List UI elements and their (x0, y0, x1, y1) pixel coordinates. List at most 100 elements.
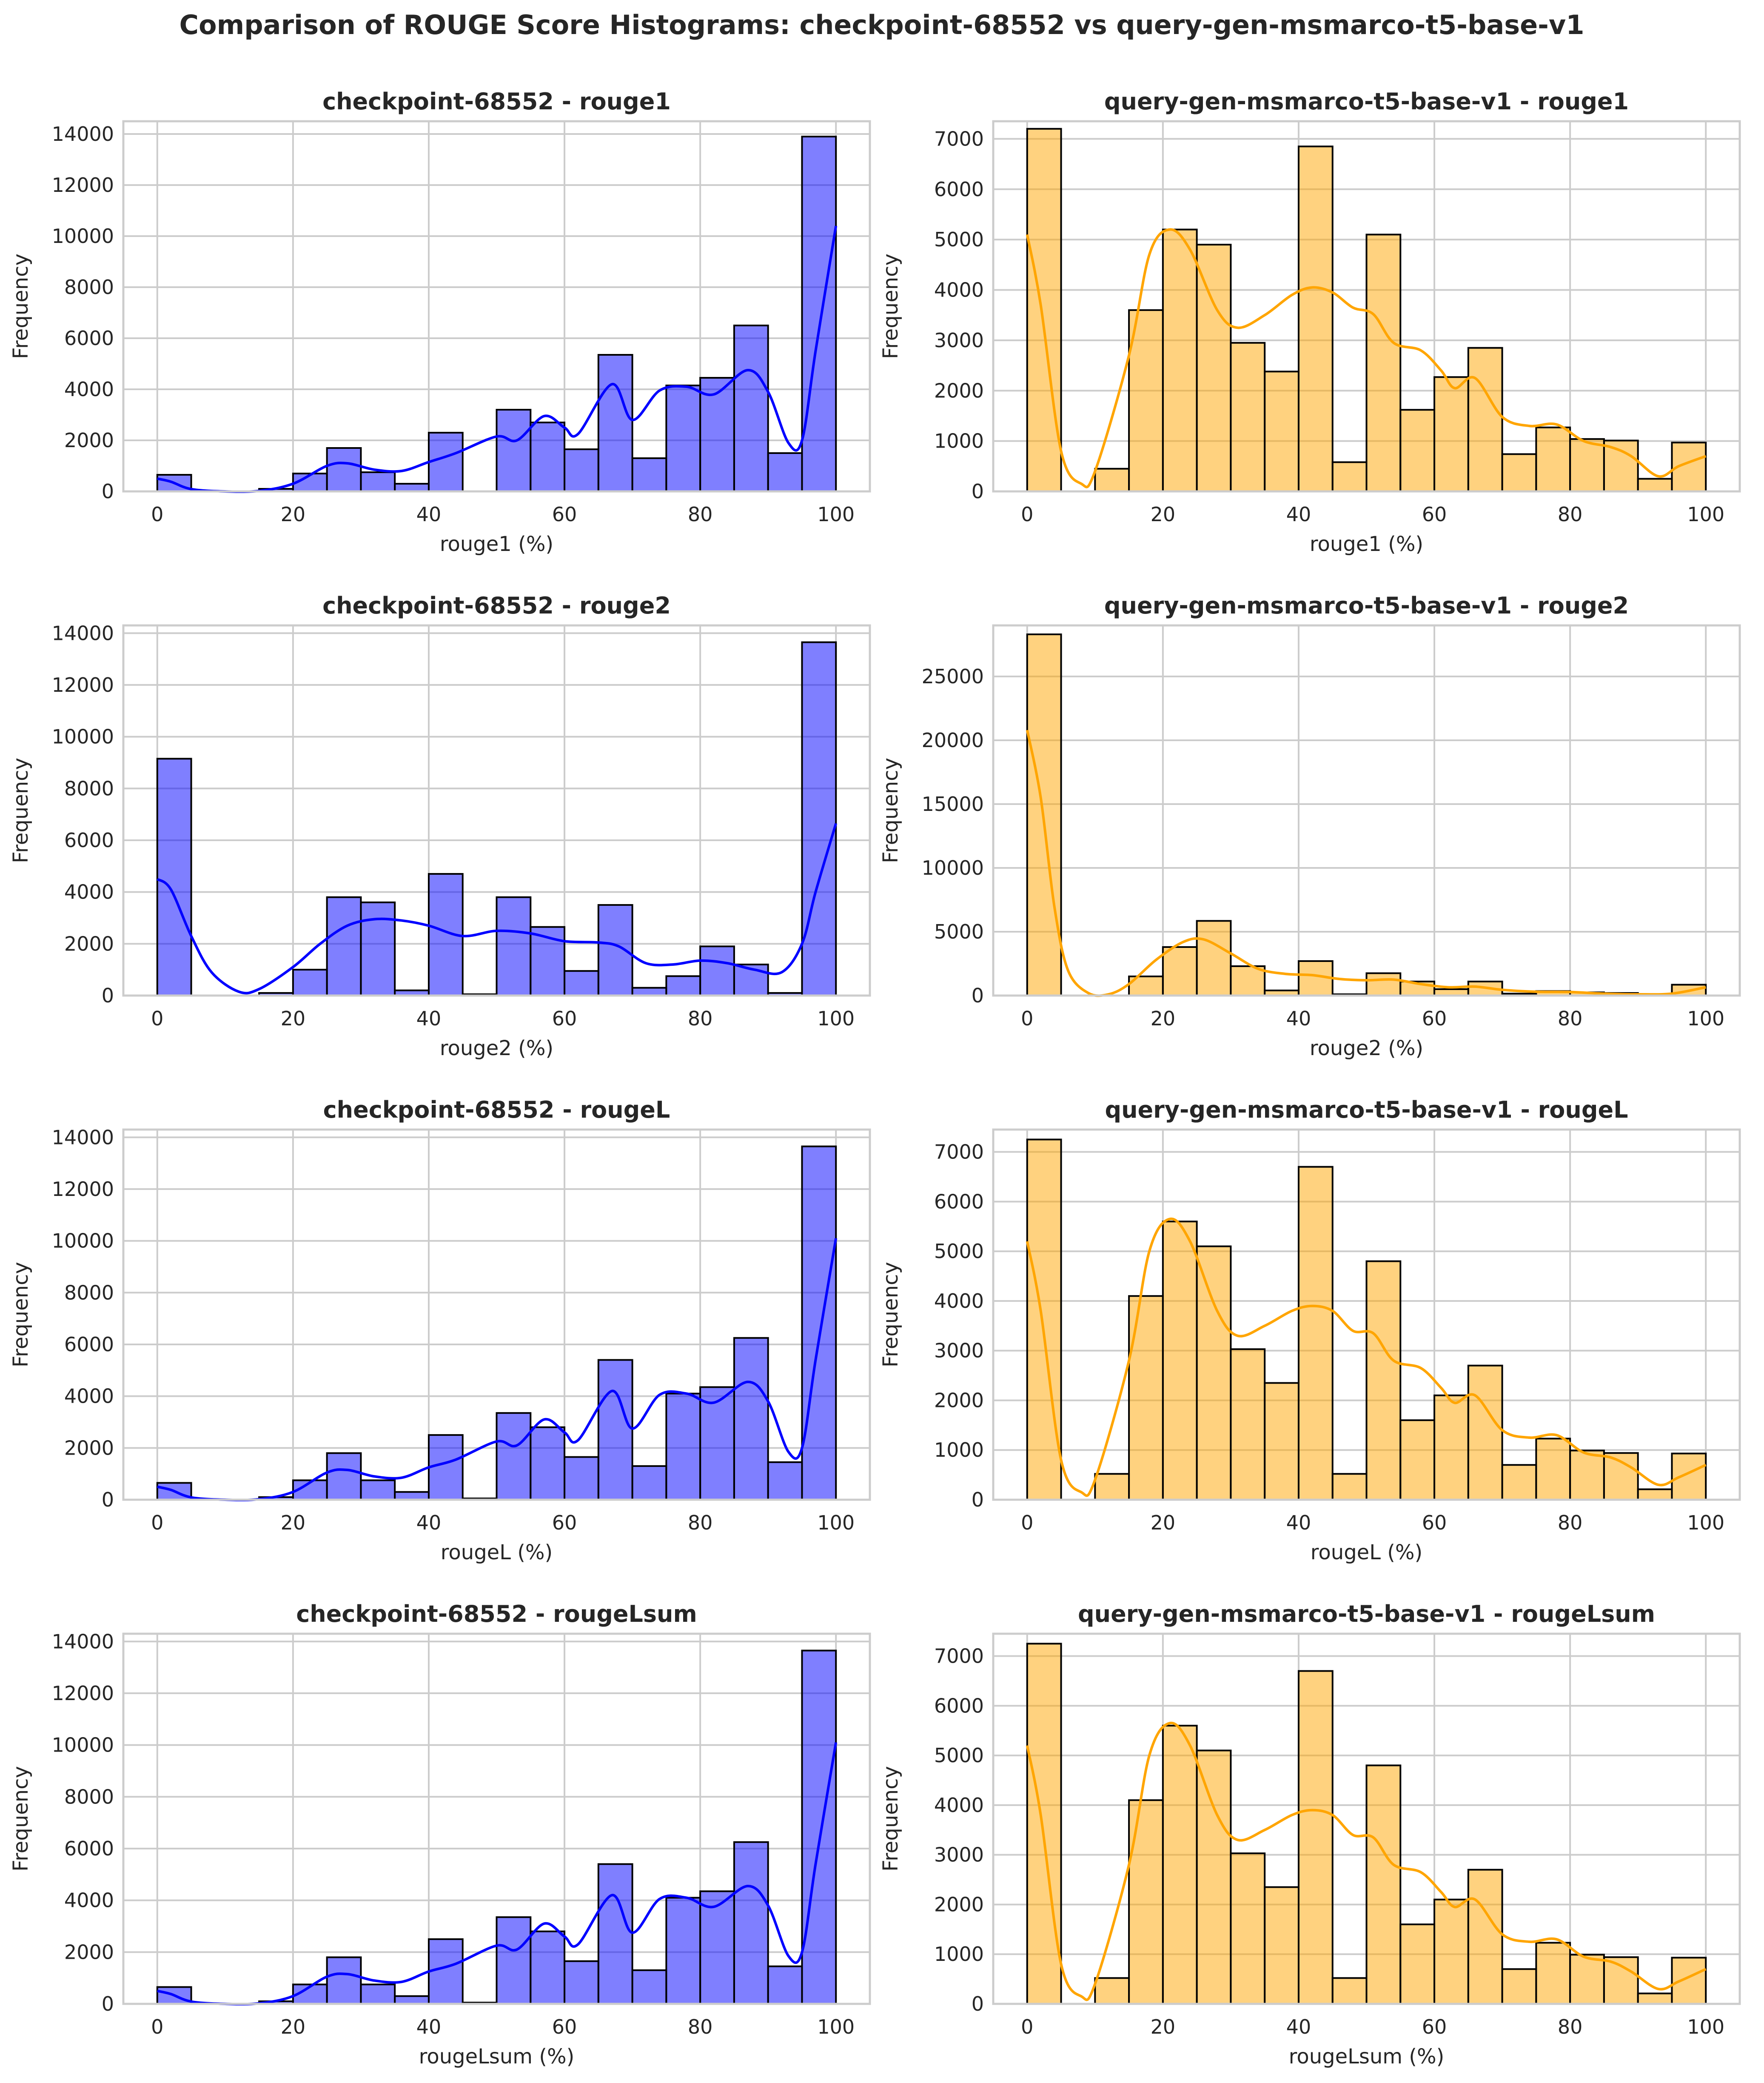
histogram-bar (801, 641, 837, 996)
x-tick-label: 100 (817, 2015, 855, 2038)
histogram-bar (597, 354, 633, 492)
histogram-bar (156, 758, 192, 996)
histogram-bar (564, 1960, 599, 2005)
histogram-bar (1297, 1670, 1334, 2005)
chart-title: query-gen-msmarco-t5-base-v1 - rouge1 (1104, 88, 1629, 115)
histogram-bar (1264, 371, 1299, 492)
x-tick-label: 60 (552, 1007, 577, 1030)
axes-frame (992, 1128, 1741, 1501)
y-axis-label: Frequency (9, 254, 33, 359)
histogram-bar (1162, 946, 1198, 996)
histogram-bar (1026, 1139, 1062, 1501)
axes-frame (992, 1632, 1741, 2005)
x-tick-label: 20 (1151, 2015, 1176, 2038)
histogram-bar (597, 1863, 633, 2005)
x-tick-label: 100 (1687, 1511, 1724, 1534)
histogram-bar (1671, 1957, 1707, 2005)
y-tick-label: 6000 (64, 1333, 114, 1356)
chart-title: query-gen-msmarco-t5-base-v1 - rougeLsum (1078, 1601, 1655, 1627)
histogram-bar (1026, 128, 1062, 492)
y-tick-label: 1000 (934, 1438, 984, 1461)
histogram-bar (1026, 1643, 1062, 2005)
y-tick-label: 0 (972, 480, 984, 503)
x-tick-label: 60 (1422, 2015, 1447, 2038)
axes-frame (122, 624, 871, 997)
x-tick-label: 80 (1558, 2015, 1583, 2038)
histogram-bar (1128, 309, 1164, 492)
y-tick-label: 0 (102, 984, 114, 1007)
histogram-bar (1399, 409, 1436, 492)
y-tick-label: 4000 (64, 378, 114, 401)
x-tick-label: 20 (281, 1511, 306, 1534)
x-tick-label: 20 (281, 503, 306, 526)
histogram-bar (1467, 1869, 1503, 2005)
histogram-bar (1094, 1977, 1130, 2005)
histogram-bar (733, 1841, 769, 2005)
x-tick-label: 20 (281, 2015, 306, 2038)
histogram-bar (1365, 972, 1402, 996)
histogram-bar (665, 975, 701, 996)
axes-frame (122, 1632, 871, 2005)
y-tick-label: 5000 (934, 1240, 984, 1263)
histogram-bar (1094, 468, 1130, 493)
kde-curve (157, 225, 838, 493)
axes-frame (122, 120, 871, 493)
histogram-bar (699, 1890, 735, 2005)
y-tick-label: 14000 (52, 622, 114, 645)
x-tick-label: 0 (151, 503, 163, 526)
histogram-bar (530, 422, 566, 492)
chart-query-gen-msmarco-t5-base-v1-rouge1: 0 20 40 60 80 1000100020003000400050006000700… (879, 88, 1741, 556)
y-tick-label: 5000 (934, 1744, 984, 1767)
histogram-bar (1162, 228, 1198, 492)
histogram-bar (326, 896, 362, 997)
x-tick-label: 100 (1687, 2015, 1724, 2038)
y-axis-label: Frequency (879, 758, 903, 863)
y-tick-label: 1000 (934, 1943, 984, 1966)
x-tick-label: 40 (416, 1007, 442, 1030)
histogram-bar (1196, 920, 1232, 996)
y-tick-label: 4000 (64, 881, 114, 904)
x-axis-label: rouge2 (%) (440, 1036, 553, 1060)
y-tick-label: 2000 (64, 1436, 114, 1459)
x-tick-label: 40 (416, 2015, 442, 2038)
x-tick-label: 0 (151, 2015, 163, 2038)
histogram-bar (1399, 1923, 1436, 2005)
histogram-bar (1196, 1245, 1232, 1501)
y-tick-label: 14000 (52, 123, 114, 146)
y-tick-label: 4000 (934, 1290, 984, 1313)
histogram-bar (1331, 1473, 1368, 1501)
histogram-bar (733, 1337, 769, 1501)
y-tick-label: 3000 (934, 1339, 984, 1362)
histogram-bars (1026, 128, 1707, 493)
x-tick-label: 0 (1021, 1007, 1033, 1030)
x-tick-label: 80 (688, 503, 713, 526)
histogram-bar (1535, 426, 1571, 492)
y-tick-label: 2000 (934, 379, 984, 402)
x-tick-label: 80 (1558, 1511, 1583, 1534)
histogram-bar (1569, 438, 1605, 492)
y-tick-label: 4000 (64, 1385, 114, 1408)
histogram-bar (699, 945, 735, 996)
y-tick-label: 12000 (52, 1682, 114, 1705)
kde-curve (157, 1238, 838, 1501)
histogram-bar (1501, 453, 1537, 493)
x-tick-label: 60 (1422, 1511, 1447, 1534)
histogram-bars (156, 1145, 837, 1501)
figure-title: Comparison of ROUGE Score Histograms: ch… (180, 9, 1584, 40)
histogram-bar (1433, 1898, 1469, 2005)
histogram-bar (1433, 376, 1469, 493)
histogram-bar (530, 1930, 566, 2005)
histogram-bar (1230, 965, 1266, 996)
y-axis-label: Frequency (9, 758, 33, 863)
histogram-bar (1637, 478, 1673, 493)
histogram-bar (767, 1461, 803, 1501)
histogram-bar (801, 1145, 837, 1501)
y-tick-label: 8000 (64, 1785, 114, 1808)
histogram-bar (631, 1465, 667, 1501)
y-tick-label: 0 (972, 1488, 984, 1511)
y-tick-label: 4000 (934, 279, 984, 302)
x-tick-label: 60 (1422, 1007, 1447, 1030)
x-tick-label: 0 (1021, 503, 1033, 526)
y-tick-label: 6000 (934, 1190, 984, 1213)
x-axis-label: rougeL (%) (441, 1541, 553, 1564)
